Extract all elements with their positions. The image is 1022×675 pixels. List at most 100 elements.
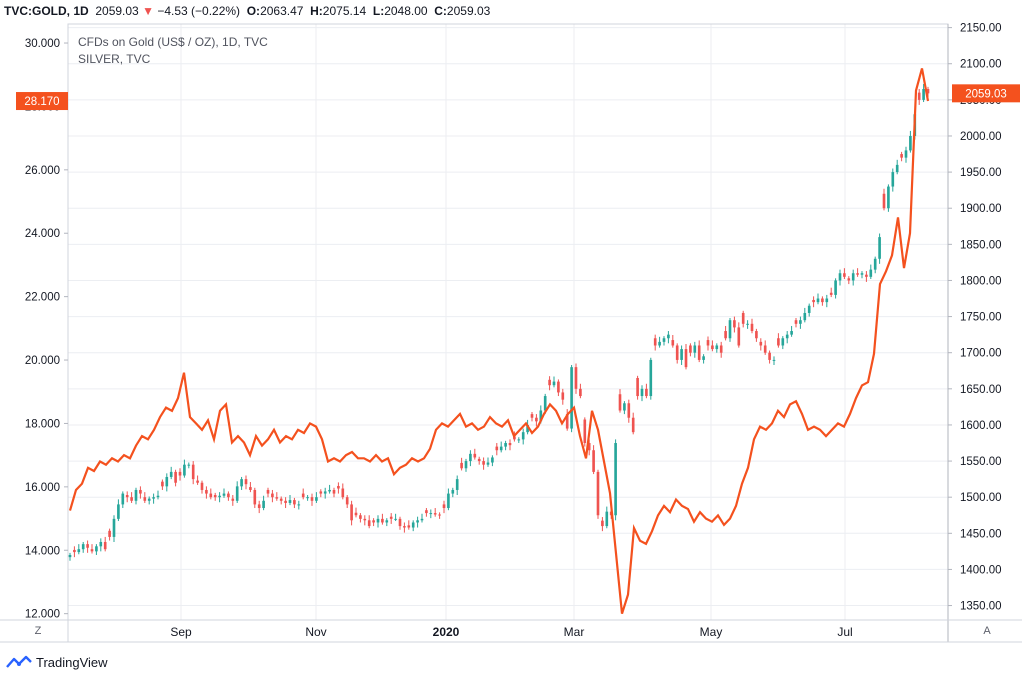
left-tick-label: 22.000 xyxy=(25,292,60,304)
gold-candle-body xyxy=(249,487,252,490)
gold-candle-body xyxy=(231,498,235,501)
gold-candle-body xyxy=(526,424,529,433)
gold-candle-body xyxy=(279,498,283,501)
high-value: 2075.14 xyxy=(322,4,367,18)
gold-candle-body xyxy=(724,331,727,339)
gold-candle-body xyxy=(350,504,353,521)
symbol-label[interactable]: TVC:GOLD, 1D xyxy=(4,4,89,18)
gold-candle-body xyxy=(728,320,732,339)
time-tick-label: Jul xyxy=(837,625,852,639)
gold-candle-body xyxy=(838,273,842,281)
gold-candle-body xyxy=(667,334,670,339)
gold-candle-body xyxy=(376,518,380,523)
brand-name: TradingView xyxy=(36,654,108,670)
gold-candle-body xyxy=(887,186,890,209)
gold-candle-body xyxy=(750,323,754,332)
gold-candle-body xyxy=(95,546,98,552)
gold-candle-body xyxy=(807,305,811,313)
gold-candle-body xyxy=(81,544,85,550)
gold-candle-body xyxy=(442,504,446,509)
gold-candle-body xyxy=(403,526,406,528)
gold-candle-body xyxy=(416,520,419,523)
gold-candle-body xyxy=(702,356,705,360)
gold-candles xyxy=(68,83,930,561)
branding[interactable]: TradingView xyxy=(6,652,108,672)
gold-candle-body xyxy=(209,493,213,498)
gold-candle-body xyxy=(389,516,393,519)
gold-candle-body xyxy=(73,549,76,553)
time-tick-label: Mar xyxy=(564,625,585,639)
gold-candle-body xyxy=(103,541,107,550)
gold-candle-body xyxy=(425,510,428,514)
gold-candle-body xyxy=(517,439,521,441)
left-price-badge: 28.170 xyxy=(16,92,68,111)
gold-candle-body xyxy=(495,446,499,451)
gold-candle-body xyxy=(222,493,226,496)
gold-candle-body xyxy=(169,471,173,477)
gold-candle-body xyxy=(288,500,292,503)
auto-scale-button[interactable]: A xyxy=(983,625,991,637)
gold-candle-body xyxy=(332,489,336,494)
gold-candle-body xyxy=(627,403,631,418)
gold-candle-body xyxy=(649,359,653,397)
gold-candle-body xyxy=(851,273,855,281)
gold-candle-body xyxy=(139,489,142,494)
gold-candle-body xyxy=(755,331,758,339)
right-tick-label: 1650.00 xyxy=(960,384,1002,396)
gold-candle-body xyxy=(504,443,507,447)
left-tick-label: 18.000 xyxy=(25,418,60,430)
gold-candle-body xyxy=(521,432,525,440)
right-tick-label: 1400.00 xyxy=(960,564,1002,576)
gold-candle-body xyxy=(794,320,798,324)
right-tick-label: 1950.00 xyxy=(960,167,1002,179)
gold-candle-body xyxy=(653,338,657,346)
gold-candle-body xyxy=(161,481,164,487)
legend-main[interactable]: CFDs on Gold (US$ / OZ), 1D, TVC xyxy=(78,35,268,49)
log-scale-button-left[interactable]: Z xyxy=(34,625,42,637)
legend-compare[interactable]: SILVER, TVC xyxy=(78,52,151,66)
tradingview-logo-icon xyxy=(6,655,32,668)
gold-candle-body xyxy=(125,495,129,498)
gold-candle-body xyxy=(117,504,120,519)
gold-candle-body xyxy=(662,338,666,342)
gold-candle-body xyxy=(636,377,639,397)
right-tick-label: 2150.00 xyxy=(960,23,1002,35)
price-chart[interactable]: 12.000 14.000 16.000 18.000 20.000 22.000 24.0… xyxy=(0,0,1022,650)
gold-candle-body xyxy=(337,485,340,489)
gold-candle-body xyxy=(90,549,94,552)
gold-candle-body xyxy=(922,89,925,100)
gold-candle-body xyxy=(271,493,274,498)
gold-candle-body xyxy=(156,495,160,498)
left-tick-label: 20.000 xyxy=(25,355,60,367)
gold-candle-body xyxy=(411,522,415,528)
open-value: 2063.47 xyxy=(260,4,304,18)
gold-candle-body xyxy=(759,341,763,346)
gold-candle-body xyxy=(900,154,903,158)
gold-candle-body xyxy=(469,453,472,462)
right-tick-label: 1850.00 xyxy=(960,239,1002,251)
gold-candle-body xyxy=(218,495,221,498)
gold-candle-body xyxy=(77,549,81,553)
gold-candle-body xyxy=(803,312,807,321)
gold-candle-body xyxy=(706,340,710,346)
time-axis-labels: Sep Nov 2020 Mar May Jul xyxy=(170,625,852,639)
open-label: O: xyxy=(246,4,261,18)
gold-candle-body xyxy=(645,388,648,397)
right-tick-label: 1900.00 xyxy=(960,203,1002,215)
last-price: 2059.03 xyxy=(95,4,139,18)
right-tick-label: 1600.00 xyxy=(960,420,1002,432)
gold-candle-body xyxy=(535,417,538,422)
right-tick-label: 1550.00 xyxy=(960,456,1002,468)
time-tick-label: Nov xyxy=(305,625,326,639)
gold-candle-body xyxy=(680,349,683,360)
gold-candle-body xyxy=(596,471,600,516)
gold-candle-body xyxy=(763,345,767,353)
plot-frame xyxy=(67,23,949,621)
gold-candle-body xyxy=(319,491,323,494)
gold-candle-body xyxy=(86,544,89,548)
gold-candle-body xyxy=(623,403,626,411)
gold-candle-body xyxy=(363,518,367,521)
gold-candle-body xyxy=(882,193,886,209)
gold-candle-body xyxy=(675,345,679,360)
right-badge-value: 2059.03 xyxy=(965,88,1007,100)
